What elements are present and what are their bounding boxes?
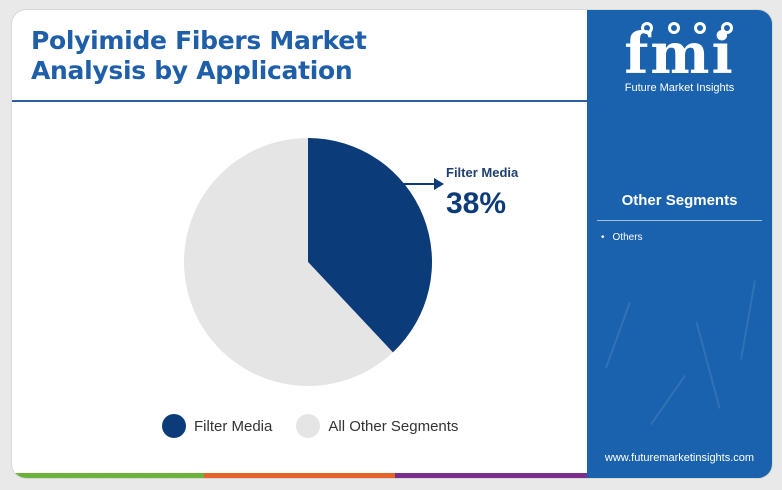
callout-arrow-head xyxy=(434,178,444,190)
pie-chart: Filter Media 38% xyxy=(183,138,519,386)
decorative-streak xyxy=(649,374,687,426)
title-divider xyxy=(12,100,587,102)
bottom-bar-orange xyxy=(203,473,396,478)
logo-figures-icon xyxy=(641,22,733,34)
decorative-streak xyxy=(605,301,631,369)
legend-label-filter-media: Filter Media xyxy=(194,417,273,435)
title-line-1: Polyimide Fibers Market xyxy=(31,26,367,55)
sidebar: fmi Future Market Insights Other Segment… xyxy=(587,10,772,478)
logo-text: Future Market Insights xyxy=(624,82,735,94)
pie-slice-filter-media xyxy=(308,138,432,353)
pie-slice-all-other-segments xyxy=(183,138,393,386)
legend-label-all-other: All Other Segments xyxy=(328,417,459,435)
legend-item-all-other-segments: All Other Segments xyxy=(296,414,458,438)
list-item: Others xyxy=(601,232,643,243)
report-card: Polyimide Fibers Market Analysis by Appl… xyxy=(12,10,772,478)
sidebar-divider xyxy=(597,220,762,221)
callout-label: Filter Media xyxy=(446,165,519,180)
pie-slices xyxy=(183,138,432,386)
website-url: www.futuremarketinsights.com xyxy=(604,452,755,464)
bottom-bar-purple xyxy=(395,473,588,478)
title-line-2: Analysis by Application xyxy=(31,56,353,85)
callout: Filter Media 38% xyxy=(402,165,519,220)
bottom-bar-green xyxy=(12,473,204,478)
legend-item-filter-media: Filter Media xyxy=(162,414,272,438)
decorative-streak xyxy=(695,321,721,409)
chart-legend: Filter Media All Other Segments xyxy=(162,414,482,438)
bottom-color-bar xyxy=(12,473,588,478)
legend-swatch-filter-media xyxy=(162,414,186,438)
other-segments-heading: Other Segments xyxy=(621,192,738,209)
logo-mark: fmi xyxy=(624,21,735,87)
page-title: Polyimide Fibers Market Analysis by Appl… xyxy=(31,26,551,86)
legend-swatch-all-other xyxy=(296,414,321,438)
fmi-logo: fmi Future Market Insights xyxy=(587,20,772,94)
other-segments-list: Others xyxy=(601,232,643,243)
decorative-streak xyxy=(740,280,756,360)
callout-value: 38% xyxy=(446,187,506,220)
